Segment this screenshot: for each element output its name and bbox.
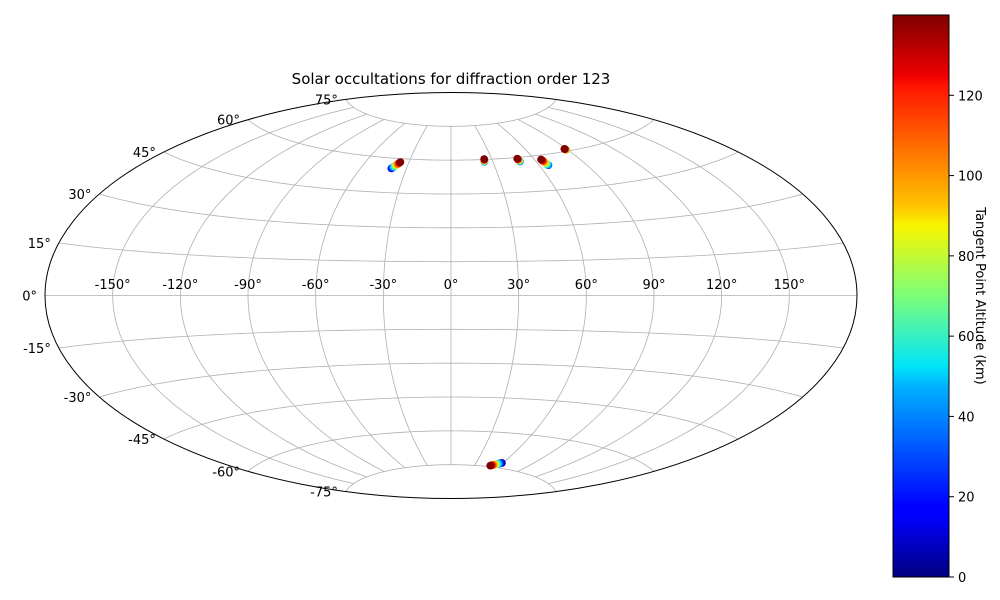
longitude-tick-label: 30°: [507, 278, 530, 293]
occultation-point: [396, 158, 405, 166]
colorbar-label: Tangent Point Altitude (km): [972, 206, 987, 384]
latitude-tick-label: -75°: [310, 486, 338, 501]
longitude-tick-label: 0°: [444, 278, 459, 293]
latitude-tick-label: 45°: [133, 146, 156, 161]
colorbar-tick-label: 0: [958, 571, 966, 586]
map-boundary: [44, 92, 858, 499]
latitude-tick-label: -45°: [128, 433, 156, 448]
occultation-point: [513, 154, 522, 163]
longitude-tick-label: -150°: [95, 278, 131, 293]
occultation-point: [480, 155, 488, 163]
latitude-tick-label: 0°: [22, 290, 37, 305]
latitude-tick-label: -15°: [23, 342, 51, 357]
longitude-tick-label: -60°: [302, 278, 330, 293]
parallel-line: [99, 362, 803, 398]
latitude-tick-label: -30°: [64, 391, 92, 406]
colorbar-tick-label: 100: [958, 170, 983, 185]
parallel-line: [163, 151, 739, 195]
occultation-point: [486, 461, 494, 470]
parallel-line: [99, 193, 803, 229]
colorbar-tick-label: 120: [958, 89, 983, 104]
occultation-point: [560, 145, 569, 153]
parallel-line: [58, 242, 844, 263]
latitude-tick-label: 60°: [217, 114, 240, 129]
colorbar-tick-label: 80: [958, 250, 975, 265]
map-grid: [45, 99, 857, 492]
latitude-tick-label: 30°: [68, 188, 91, 203]
longitude-tick-label: -90°: [234, 278, 262, 293]
longitude-tick-label: 60°: [575, 278, 598, 293]
longitude-tick-label: -30°: [369, 278, 397, 293]
parallel-line: [247, 119, 655, 161]
colorbar-ticks: 0 20 40 60 80 100 120: [949, 89, 983, 586]
colorbar: [892, 14, 950, 578]
longitude-tick-labels: -150° -120° -90° -60° -30° 0° 30° 60° 90° 120° 150…: [95, 278, 805, 293]
latitude-tick-label: -60°: [212, 465, 240, 480]
parallel-line: [345, 464, 557, 492]
colorbar-tick-label: 20: [958, 491, 975, 506]
colorbar-tick-label: 60: [958, 330, 975, 345]
longitude-tick-label: 150°: [774, 278, 805, 293]
colorbar-tick-label: 40: [958, 410, 975, 425]
parallel-line: [163, 396, 739, 440]
longitude-tick-label: -120°: [162, 278, 198, 293]
occultation-points: [387, 145, 571, 470]
parallel-line: [345, 99, 557, 127]
longitude-tick-label: 120°: [706, 278, 737, 293]
parallel-line: [58, 328, 844, 349]
latitude-tick-labels: 75° 60° 45° 30° 15° 0° -15° -30° -45° -60° -75°: [22, 93, 338, 500]
latitude-tick-label: 15°: [28, 237, 51, 252]
occultation-point: [537, 155, 545, 164]
parallel-line: [247, 430, 655, 472]
chart-title: Solar occultations for diffraction order…: [292, 70, 611, 88]
longitude-tick-label: 90°: [642, 278, 665, 293]
latitude-tick-label: 75°: [315, 93, 338, 108]
